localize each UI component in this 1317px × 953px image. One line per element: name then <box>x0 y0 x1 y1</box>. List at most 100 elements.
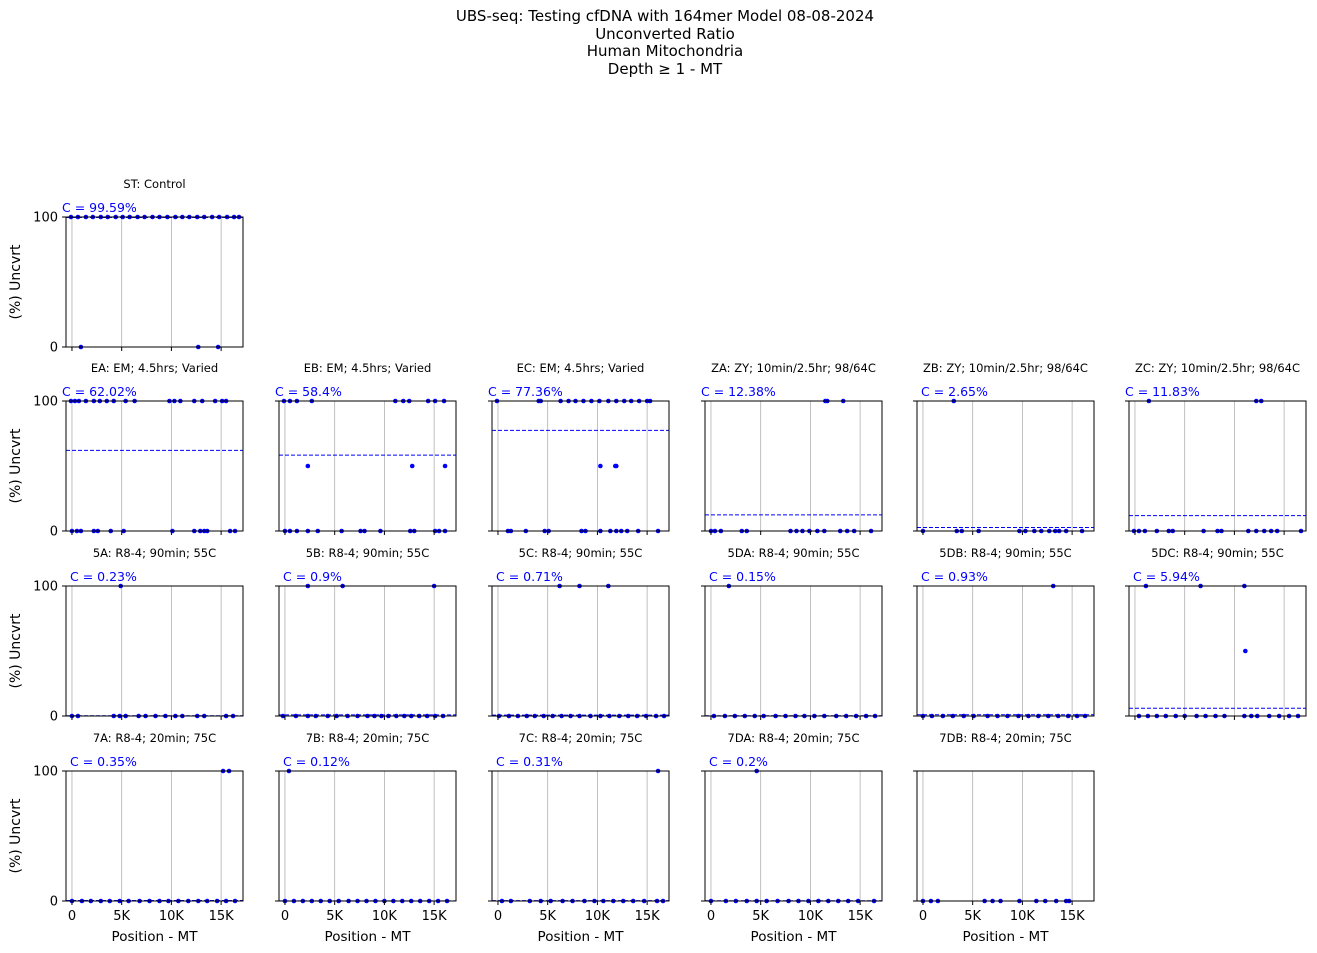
subplot-5DB: 5DB: R8-4; 90min; 55C C = 0.93% <box>913 546 1095 720</box>
title-line-4: Depth ≥ 1 - MT <box>607 59 723 78</box>
y-tick-label: 0 <box>50 525 58 540</box>
x-tick-label: 5K <box>964 909 981 924</box>
mean-annotation: C = 0.35% <box>70 754 137 769</box>
x-tick-label: 10K <box>1010 909 1036 924</box>
axes-frame <box>491 770 670 902</box>
title-line-3: Human Mitochondria <box>586 42 744 60</box>
axes-frame <box>65 400 244 532</box>
axes-frame <box>916 400 1095 532</box>
axes-frame <box>1128 585 1307 717</box>
x-tick-label: 15K <box>209 909 235 924</box>
subplot-ZA: ZA: ZY; 10min/2.5hr; 98/64C C = 12.38% <box>701 361 883 535</box>
subplot-7DB: 0 5K 10K 15K 7DB: R8-4; 20min; 75C Position -… <box>913 731 1095 945</box>
title-line-2: Unconverted Ratio <box>595 24 735 43</box>
x-axis-label: Position - MT <box>112 929 199 945</box>
data-point <box>613 463 619 469</box>
y-tick-label: 100 <box>33 765 58 780</box>
subplot-7DA: 0 5K 10K 15K 7DA: R8-4; 20min; 75C C = 0.2% Po… <box>701 731 883 945</box>
x-tick-label: 10K <box>372 909 398 924</box>
axes-frame <box>491 400 670 532</box>
axes-frame <box>704 400 883 532</box>
mean-annotation: C = 77.36% <box>488 384 563 399</box>
y-tick-label: 0 <box>50 895 58 910</box>
y-axis-label: (%) Uncvrt <box>8 244 24 320</box>
x-axis-label: Position - MT <box>963 929 1050 945</box>
x-axis-label: Position - MT <box>751 929 838 945</box>
x-tick-label: 0 <box>707 909 715 924</box>
subplot-title: EA: EM; 4.5hrs; Varied <box>91 361 218 375</box>
data-point <box>409 463 415 469</box>
subplot-5B: 5B: R8-4; 90min; 55C C = 0.9% <box>275 546 457 720</box>
subplot-5DA: 5DA: R8-4; 90min; 55C C = 0.15% <box>701 546 883 720</box>
data-point <box>305 463 311 469</box>
subplot-EC: EC: EM; 4.5hrs; Varied C = 77.36% <box>488 361 670 535</box>
subplot-title: 5DC: R8-4; 90min; 55C <box>1151 546 1284 560</box>
y-axis-label: (%) Uncvrt <box>8 428 24 504</box>
data-point <box>1243 648 1248 654</box>
axes-frame <box>65 585 244 717</box>
subplot-5DC: 5DC: R8-4; 90min; 55C C = 5.94% <box>1125 546 1307 720</box>
data-point <box>442 463 448 469</box>
x-tick-label: 0 <box>919 909 927 924</box>
axes-frame <box>491 585 670 717</box>
mean-annotation: C = 99.59% <box>62 200 137 215</box>
axes-frame <box>278 770 457 902</box>
mean-annotation: C = 0.15% <box>709 569 776 584</box>
y-tick-label: 100 <box>33 580 58 595</box>
x-tick-label: 15K <box>635 909 661 924</box>
mean-annotation: C = 0.71% <box>496 569 563 584</box>
subplot-title: 5DA: R8-4; 90min; 55C <box>728 546 860 560</box>
subplot-title: 7C: R8-4; 20min; 75C <box>519 731 643 745</box>
y-tick-label: 100 <box>33 395 58 410</box>
mean-annotation: C = 0.31% <box>496 754 563 769</box>
x-tick-label: 5K <box>539 909 556 924</box>
x-tick-label: 15K <box>848 909 874 924</box>
axes-frame <box>916 585 1095 717</box>
subplot-EB: EB: EM; 4.5hrs; Varied C = 58.4% <box>275 361 457 535</box>
subplot-title: 5A: R8-4; 90min; 55C <box>93 546 216 560</box>
subplot-ZC: ZC: ZY; 10min/2.5hr; 98/64C C = 11.83% <box>1125 361 1307 535</box>
subplot-title: 5DB: R8-4; 90min; 55C <box>939 546 1071 560</box>
subplot-ZB: ZB: ZY; 10min/2.5hr; 98/64C C = 2.65% <box>913 361 1095 535</box>
subplot-7A: 0 5K 10K 15K 0 100 7A: R8-4; 20min; 75C C = 0.3… <box>8 731 244 945</box>
x-tick-label: 5K <box>113 909 130 924</box>
y-axis-label: (%) Uncvrt <box>8 798 24 874</box>
mean-annotation: C = 0.9% <box>283 569 342 584</box>
axes-frame <box>278 585 457 717</box>
axes-frame <box>704 770 883 902</box>
subplot-title: ST: Control <box>123 177 185 191</box>
x-tick-label: 0 <box>68 909 76 924</box>
x-tick-label: 0 <box>281 909 289 924</box>
subplot-title: EB: EM; 4.5hrs; Varied <box>304 361 432 375</box>
subplot-EA: 0 100 EA: EM; 4.5hrs; Varied C = 62.02% (%) … <box>8 361 244 540</box>
y-axis-label: (%) Uncvrt <box>8 613 24 689</box>
x-tick-label: 5K <box>326 909 343 924</box>
subplot-ST: 0 100 ST: Control C = 99.59% (%) Uncvrt <box>8 177 244 356</box>
mean-annotation: C = 0.23% <box>70 569 137 584</box>
x-tick-label: 10K <box>159 909 185 924</box>
x-axis-label: Position - MT <box>325 929 412 945</box>
x-tick-label: 15K <box>422 909 448 924</box>
axes-frame <box>916 770 1095 902</box>
subplot-title: ZB: ZY; 10min/2.5hr; 98/64C <box>923 361 1088 375</box>
subplot-title: 5C: R8-4; 90min; 55C <box>519 546 643 560</box>
y-tick-label: 100 <box>33 211 58 226</box>
mean-annotation: C = 2.65% <box>921 384 988 399</box>
subplot-title: 7DB: R8-4; 20min; 75C <box>939 731 1071 745</box>
mean-annotation: C = 11.83% <box>1125 384 1200 399</box>
data-point <box>598 463 603 469</box>
axes-frame <box>65 770 244 902</box>
axes-frame <box>1128 400 1307 532</box>
subplot-title: 5B: R8-4; 90min; 55C <box>306 546 430 560</box>
mean-annotation: C = 0.93% <box>921 569 988 584</box>
mean-annotation: C = 5.94% <box>1133 569 1200 584</box>
subplot-7C: 0 5K 10K 15K 7C: R8-4; 20min; 75C C = 0.31% Po… <box>488 731 670 945</box>
figure-title: UBS-seq: Testing cfDNA with 164mer Model… <box>0 7 1317 78</box>
y-tick-label: 0 <box>50 710 58 725</box>
subplot-5C: 5C: R8-4; 90min; 55C C = 0.71% <box>488 546 670 720</box>
subplot-title: ZA: ZY; 10min/2.5hr; 98/64C <box>711 361 876 375</box>
x-tick-label: 0 <box>494 909 502 924</box>
subplot-title: EC: EM; 4.5hrs; Varied <box>517 361 645 375</box>
x-tick-label: 15K <box>1060 909 1086 924</box>
